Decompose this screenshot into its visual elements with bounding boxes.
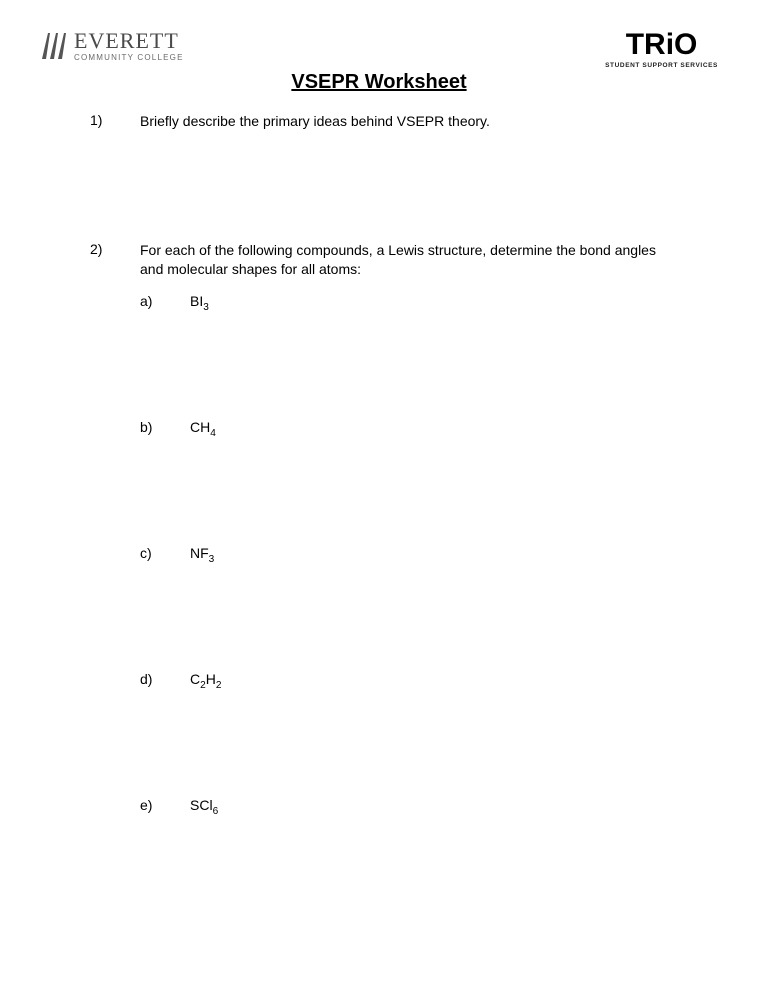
subitem-label: c) <box>140 545 190 561</box>
subitem-formula: BI3 <box>190 293 209 309</box>
subitem-c: c) NF3 <box>140 545 718 561</box>
subitem-label: a) <box>140 293 190 309</box>
question-1: 1) Briefly describe the primary ideas be… <box>90 112 718 131</box>
question-2: 2) For each of the following compounds, … <box>90 241 718 279</box>
subitem-label: d) <box>140 671 190 687</box>
worksheet-title: VSEPR Worksheet <box>40 71 718 94</box>
trio-logo-subline: STUDENT SUPPORT SERVICES <box>605 62 718 69</box>
trio-logo: TRiO STUDENT SUPPORT SERVICES <box>605 30 718 69</box>
subitem-formula: NF3 <box>190 545 214 561</box>
worksheet-page: EVERETT COMMUNITY COLLEGE TRiO STUDENT S… <box>0 0 768 843</box>
subitem-label: e) <box>140 797 190 813</box>
everett-logo-name: EVERETT <box>74 30 184 52</box>
subitem-formula: CH4 <box>190 419 216 435</box>
everett-logo: EVERETT COMMUNITY COLLEGE <box>40 30 184 62</box>
subitem-formula: SCl6 <box>190 797 218 813</box>
subitem-e: e) SCl6 <box>140 797 718 813</box>
subitem-a: a) BI3 <box>140 293 718 309</box>
subitem-d: d) C2H2 <box>140 671 718 687</box>
question-text: For each of the following compounds, a L… <box>140 241 660 279</box>
subitem-b: b) CH4 <box>140 419 718 435</box>
question-text: Briefly describe the primary ideas behin… <box>140 112 490 131</box>
everett-logo-subline: COMMUNITY COLLEGE <box>74 54 184 62</box>
everett-logo-mark <box>40 31 68 61</box>
question-number: 1) <box>90 112 140 131</box>
question-number: 2) <box>90 241 140 279</box>
trio-logo-name: TRiO <box>605 30 718 60</box>
page-header: EVERETT COMMUNITY COLLEGE TRiO STUDENT S… <box>40 30 718 69</box>
subitem-label: b) <box>140 419 190 435</box>
subitem-formula: C2H2 <box>190 671 221 687</box>
